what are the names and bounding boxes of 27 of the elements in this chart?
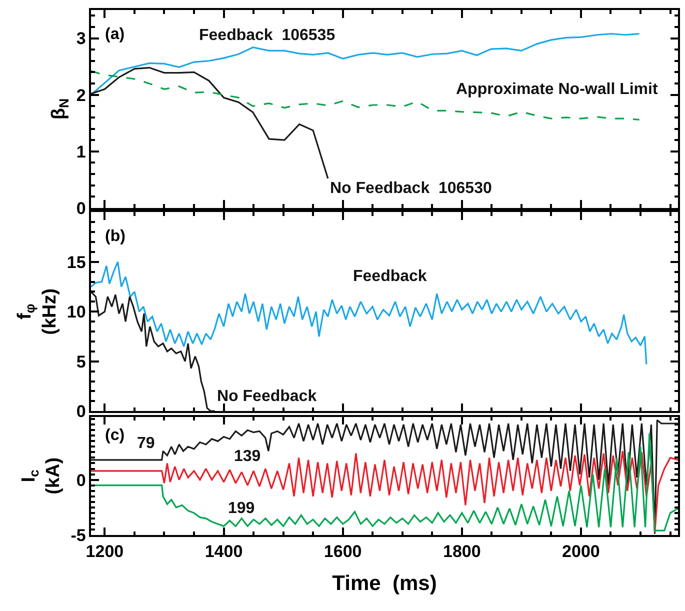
y-tick-label: 10 bbox=[66, 302, 86, 322]
series-label: 139 bbox=[234, 448, 261, 465]
series-label: 199 bbox=[228, 500, 255, 517]
y-tick-label: 0 bbox=[76, 470, 86, 490]
annotation: (c) bbox=[105, 427, 125, 444]
series-label: No Feedback 106530 bbox=[330, 180, 492, 197]
y-tick-label: 1 bbox=[76, 142, 86, 162]
series-label: 79 bbox=[137, 435, 155, 452]
x-tick-label: 2000 bbox=[562, 542, 600, 562]
series-label: Feedback bbox=[353, 268, 427, 285]
x-tick-label: 1400 bbox=[204, 542, 243, 562]
y-tick-label: -5 bbox=[70, 526, 86, 545]
annotation: (b) bbox=[105, 228, 126, 245]
x-tick-label: 1600 bbox=[324, 542, 362, 562]
y-tick-label: 5 bbox=[76, 352, 86, 372]
series-label: Approximate No-wall Limit bbox=[456, 81, 658, 98]
y-tick-label: 2 bbox=[76, 86, 86, 105]
series-label: No Feedback bbox=[217, 388, 317, 405]
x-tick-label: 1800 bbox=[442, 542, 481, 562]
series-label: Feedback 106535 bbox=[199, 27, 336, 44]
y-tick-label: 0 bbox=[76, 198, 86, 218]
y-tick-label: 3 bbox=[76, 29, 86, 48]
y-tick-label: 15 bbox=[66, 252, 86, 272]
x-tick-label: 1200 bbox=[86, 542, 124, 562]
annotation: (a) bbox=[105, 26, 125, 43]
x-axis-title: Time (ms) bbox=[332, 572, 437, 595]
y-tick-label: 0 bbox=[76, 402, 86, 422]
